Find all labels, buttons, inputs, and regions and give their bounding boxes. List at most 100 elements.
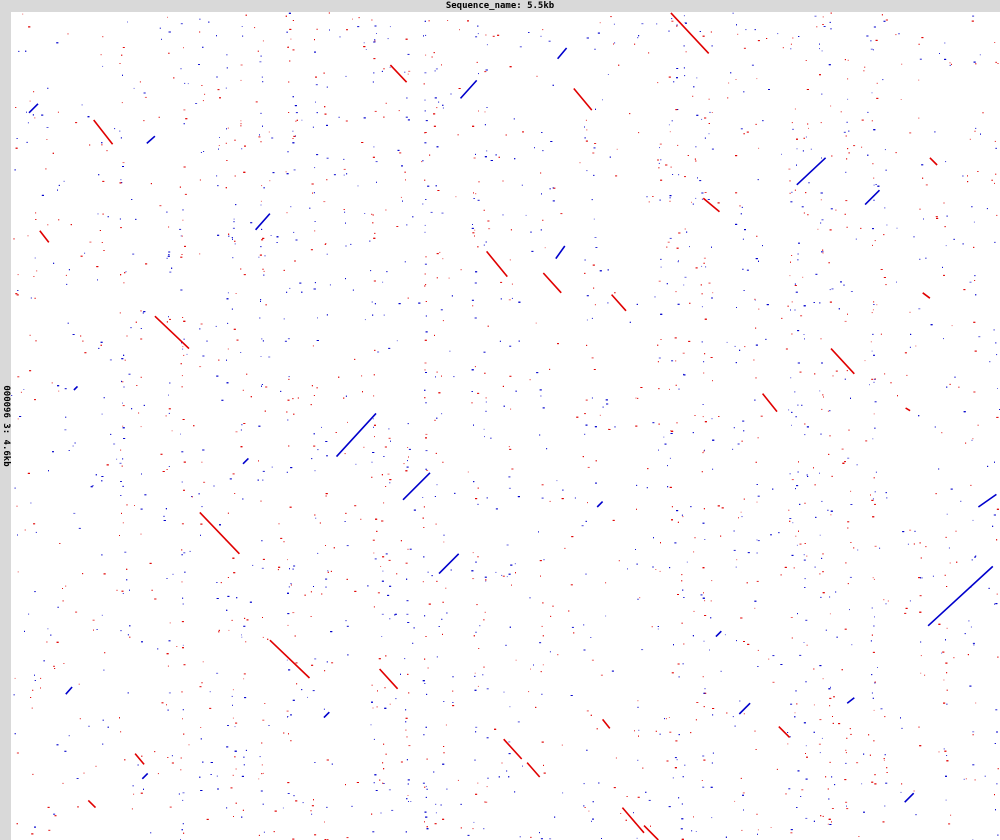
noise-dot xyxy=(372,452,375,453)
noise-dot xyxy=(669,486,672,488)
noise-dot xyxy=(344,453,346,455)
noise-dot xyxy=(486,150,488,152)
noise-dot xyxy=(830,28,832,30)
noise-dot xyxy=(971,20,974,22)
noise-dot xyxy=(182,823,184,825)
noise-dot xyxy=(290,583,292,585)
noise-dot xyxy=(882,821,885,823)
noise-dot xyxy=(263,831,265,833)
noise-dot xyxy=(103,573,106,575)
noise-dot xyxy=(871,350,873,352)
noise-dot xyxy=(122,522,124,524)
noise-dot xyxy=(425,816,428,818)
noise-dot xyxy=(691,201,692,203)
noise-dot xyxy=(882,79,884,81)
noise-dot xyxy=(13,238,15,240)
noise-dot xyxy=(734,345,736,347)
noise-dot xyxy=(887,600,889,602)
noise-dot xyxy=(48,829,51,831)
noise-dot xyxy=(814,566,816,568)
noise-dot xyxy=(477,503,479,505)
noise-dot xyxy=(972,438,974,440)
noise-dot xyxy=(830,208,833,210)
noise-dot xyxy=(684,228,686,230)
noise-dot xyxy=(879,547,881,549)
noise-dot xyxy=(80,255,83,257)
noise-dot xyxy=(540,671,542,673)
noise-dot xyxy=(140,533,142,535)
noise-dot xyxy=(114,128,116,130)
noise-dot xyxy=(258,778,260,780)
noise-dot xyxy=(261,773,263,775)
noise-dot xyxy=(785,348,788,350)
noise-dot xyxy=(820,222,822,224)
noise-dot xyxy=(540,35,542,37)
noise-dot xyxy=(158,116,160,118)
noise-dot xyxy=(425,132,427,133)
noise-dot xyxy=(921,577,923,579)
noise-dot xyxy=(234,726,236,728)
noise-dot xyxy=(768,89,770,90)
noise-dot xyxy=(542,150,544,152)
noise-dot xyxy=(944,42,946,44)
noise-dot xyxy=(508,741,511,743)
noise-dot xyxy=(64,429,67,431)
noise-dot xyxy=(791,191,793,193)
noise-dot xyxy=(311,385,313,387)
noise-dot xyxy=(228,235,230,237)
noise-dot xyxy=(735,79,737,80)
noise-dot xyxy=(540,575,541,577)
noise-dot xyxy=(593,369,596,370)
noise-dot xyxy=(805,753,806,754)
noise-dot xyxy=(260,141,262,143)
noise-dot xyxy=(946,703,948,705)
noise-dot xyxy=(541,741,544,743)
noise-dot xyxy=(120,179,122,181)
noise-dot xyxy=(324,243,326,245)
noise-dot xyxy=(199,31,201,33)
noise-dot xyxy=(591,357,594,359)
noise-dot xyxy=(229,478,232,480)
noise-dot xyxy=(791,122,793,124)
noise-dot xyxy=(385,553,388,555)
noise-dot xyxy=(702,416,704,418)
noise-dot xyxy=(872,498,874,500)
noise-dot xyxy=(161,702,164,704)
noise-dot xyxy=(543,559,545,561)
noise-dot xyxy=(568,610,570,612)
noise-dot xyxy=(637,397,639,399)
noise-dot xyxy=(641,23,644,25)
noise-dot xyxy=(873,381,875,383)
noise-dot xyxy=(53,813,56,815)
noise-dot xyxy=(669,131,671,133)
noise-dot xyxy=(994,241,996,243)
noise-dot xyxy=(728,82,730,84)
noise-dot xyxy=(457,134,459,136)
noise-dot xyxy=(495,571,497,573)
noise-dot xyxy=(918,577,921,579)
noise-dot xyxy=(948,547,950,549)
noise-dot xyxy=(326,179,328,181)
noise-dot xyxy=(846,808,849,810)
noise-dot xyxy=(324,113,327,115)
noise-dot xyxy=(323,201,326,203)
noise-dot xyxy=(442,633,443,635)
noise-dot xyxy=(372,539,375,541)
noise-dot xyxy=(872,577,874,579)
noise-dot xyxy=(965,778,967,780)
noise-dot xyxy=(33,91,35,93)
noise-dot xyxy=(181,549,183,551)
noise-dot xyxy=(874,545,877,547)
noise-dot xyxy=(540,229,542,231)
noise-dot xyxy=(583,624,585,626)
noise-dot xyxy=(989,361,991,363)
noise-dot xyxy=(955,530,957,532)
noise-dot xyxy=(585,573,587,575)
noise-dot xyxy=(657,626,659,627)
noise-dot xyxy=(143,404,145,406)
noise-dot xyxy=(50,634,52,636)
noise-dot xyxy=(434,823,437,825)
noise-dot xyxy=(231,619,233,621)
noise-dot xyxy=(335,432,337,433)
noise-dot xyxy=(425,331,428,333)
